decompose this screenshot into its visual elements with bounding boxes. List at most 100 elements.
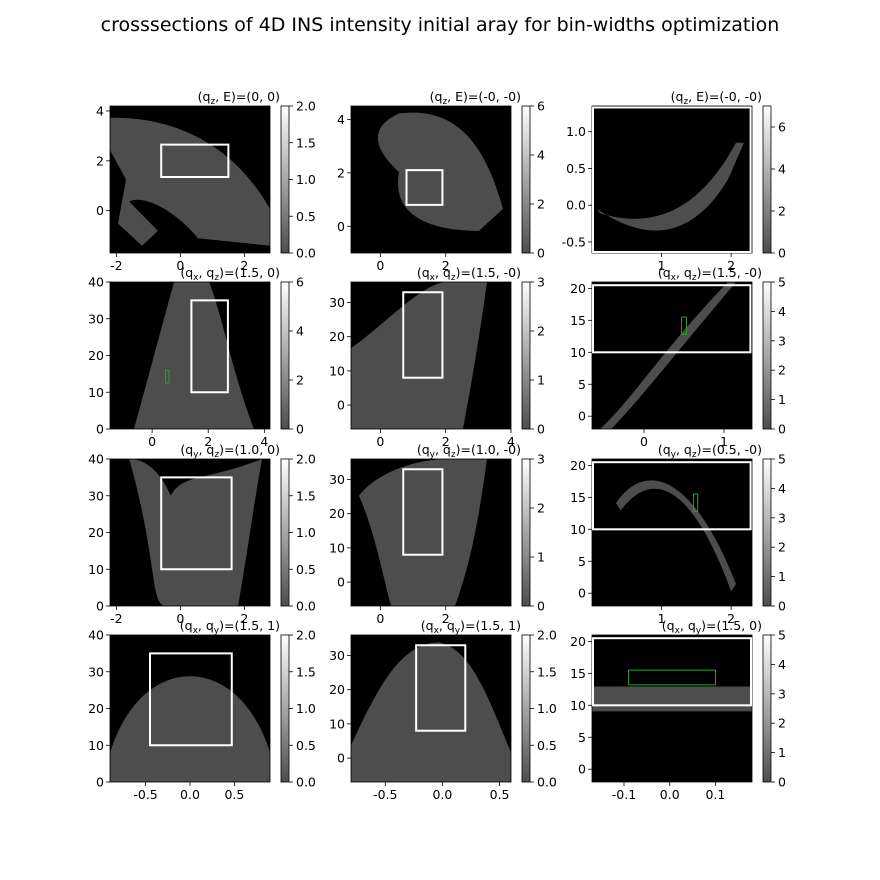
colorbar-tick-label: 0.5 xyxy=(296,562,316,577)
y-tick-label: 5 xyxy=(578,730,586,745)
y-tick-label: 30 xyxy=(88,664,104,679)
y-tick-label: 0 xyxy=(337,398,345,413)
colorbar-tick-label: 1.0 xyxy=(296,701,316,716)
intensity-region xyxy=(377,112,503,231)
selection-box xyxy=(415,644,467,732)
selection-box xyxy=(592,106,752,253)
y-tick-label: 40 xyxy=(88,628,104,643)
axes-frame xyxy=(350,281,512,430)
y-tick-label: 10 xyxy=(570,522,586,537)
colorbar-tick-label: 1.0 xyxy=(537,701,557,716)
y-tick-label: 15 xyxy=(570,490,586,505)
x-tick-label: 0.5 xyxy=(224,787,244,802)
subplot-title: (qx, qz)=(1.5, -0) xyxy=(658,265,762,283)
colorbar-tick-label: 2 xyxy=(537,501,545,516)
colorbar xyxy=(521,105,531,254)
colorbar-tick-label: 1.0 xyxy=(296,172,316,187)
y-tick-label: 0 xyxy=(96,775,104,790)
subplot-title: (qz, E)=(-0, -0) xyxy=(430,89,521,107)
colorbar-tick-label: 2 xyxy=(537,324,545,339)
subplot-10: -0.5 0.0 0.5 0 10 20 30 40 (qx, qy)=(1.5, 1) 0.0 0… xyxy=(88,618,316,802)
colorbar xyxy=(521,634,531,783)
colorbar-tick-label: 2 xyxy=(778,204,786,219)
y-tick-label: -0.5 xyxy=(562,234,586,249)
x-tick-label: -0.1 xyxy=(612,787,636,802)
colorbar-tick-label: 2.0 xyxy=(296,628,316,643)
x-tick-label: -2 xyxy=(110,611,122,626)
y-tick-label: 30 xyxy=(329,295,345,310)
colorbar-tick-label: 2.0 xyxy=(537,628,557,643)
colorbar xyxy=(762,458,772,607)
x-tick-label: 2 xyxy=(240,611,248,626)
colorbar-tick-label: 0 xyxy=(778,422,786,437)
subplot-title: (qx, qz)=(1.5, -0) xyxy=(417,265,521,283)
y-tick-label: 15 xyxy=(570,666,586,681)
colorbar xyxy=(280,458,290,607)
colorbar-tick-label: 4 xyxy=(537,148,545,163)
y-tick-label: 10 xyxy=(88,738,104,753)
roi-box xyxy=(693,493,699,512)
y-tick-label: 10 xyxy=(570,698,586,713)
colorbar-tick-label: 5 xyxy=(778,452,786,467)
colorbar-tick-label: 2 xyxy=(537,197,545,212)
x-tick-label: 1 xyxy=(720,434,728,449)
subplot-title: (qy, qz)=(1.0, 0) xyxy=(180,442,280,460)
colorbar-tick-label: 4 xyxy=(778,304,786,319)
colorbar xyxy=(762,281,772,430)
y-tick-label: 0 xyxy=(96,599,104,614)
colorbar-tick-label: 1.5 xyxy=(296,488,316,503)
x-tick-label: 0.1 xyxy=(705,787,725,802)
y-tick-label: 10 xyxy=(329,716,345,731)
colorbar-tick-label: 1.5 xyxy=(296,135,316,150)
subplot-title: (qy, qz)=(0.5, -0) xyxy=(658,442,762,460)
y-tick-label: 2 xyxy=(337,165,345,180)
selection-box xyxy=(592,637,752,707)
colorbar-tick-label: 2.0 xyxy=(296,452,316,467)
x-tick-label: 0 xyxy=(176,258,184,273)
selection-box xyxy=(592,284,752,354)
x-tick-label: 2 xyxy=(442,611,450,626)
roi-box xyxy=(681,316,687,335)
y-tick-label: 2 xyxy=(96,153,104,168)
x-tick-label: 0.0 xyxy=(432,787,452,802)
subplot-title: (qx, qy)=(1.5, 1) xyxy=(180,618,280,636)
subplot-11: -0.5 0.0 0.5 0 10 20 30 (qx, qy)=(1.5, 1) 0.0 0.5… xyxy=(329,618,557,802)
axes-frame xyxy=(350,634,512,783)
axes-frame xyxy=(591,634,753,783)
x-tick-label: 0.0 xyxy=(180,787,200,802)
selection-box xyxy=(149,652,233,747)
colorbar-tick-label: 4 xyxy=(778,657,786,672)
y-tick-label: 1.0 xyxy=(566,124,586,139)
intensity-region xyxy=(596,142,744,231)
colorbar-tick-label: 1 xyxy=(537,373,545,388)
y-tick-label: 10 xyxy=(329,363,345,378)
selection-box xyxy=(160,476,233,571)
y-tick-label: 20 xyxy=(570,281,586,296)
y-tick-label: 40 xyxy=(88,275,104,290)
roi-box xyxy=(628,669,716,686)
y-tick-label: 20 xyxy=(88,701,104,716)
intensity-region xyxy=(359,459,487,606)
subplot-5: 0 2 4 0 10 20 30 (qx, qz)=(1.5, -0) 0 1 2 3 xyxy=(329,265,545,449)
x-tick-label: 0 xyxy=(376,434,384,449)
y-tick-label: 4 xyxy=(337,112,345,127)
x-tick-label: 2 xyxy=(727,611,735,626)
subplot-1: -2 0 2 0 2 4 (qz, E)=(0, 0) 0.0 0.5 1.0 1.5 2.0 xyxy=(96,89,316,273)
colorbar-tick-label: 1.5 xyxy=(296,664,316,679)
selection-box xyxy=(592,461,752,531)
axes-frame xyxy=(350,105,512,254)
x-tick-label: 2 xyxy=(240,258,248,273)
colorbar-tick-label: 2.0 xyxy=(296,99,316,114)
colorbar-tick-label: 6 xyxy=(537,99,545,114)
colorbar-tick-label: 0.5 xyxy=(296,738,316,753)
subplot-title: (qx, qy)=(1.5, 0) xyxy=(662,618,762,636)
colorbar-tick-label: 0 xyxy=(296,422,304,437)
x-tick-label: 0 xyxy=(176,611,184,626)
colorbar-tick-label: 2 xyxy=(778,540,786,555)
y-tick-label: 0 xyxy=(96,422,104,437)
colorbar xyxy=(280,105,290,254)
x-tick-label: 0.5 xyxy=(490,787,510,802)
